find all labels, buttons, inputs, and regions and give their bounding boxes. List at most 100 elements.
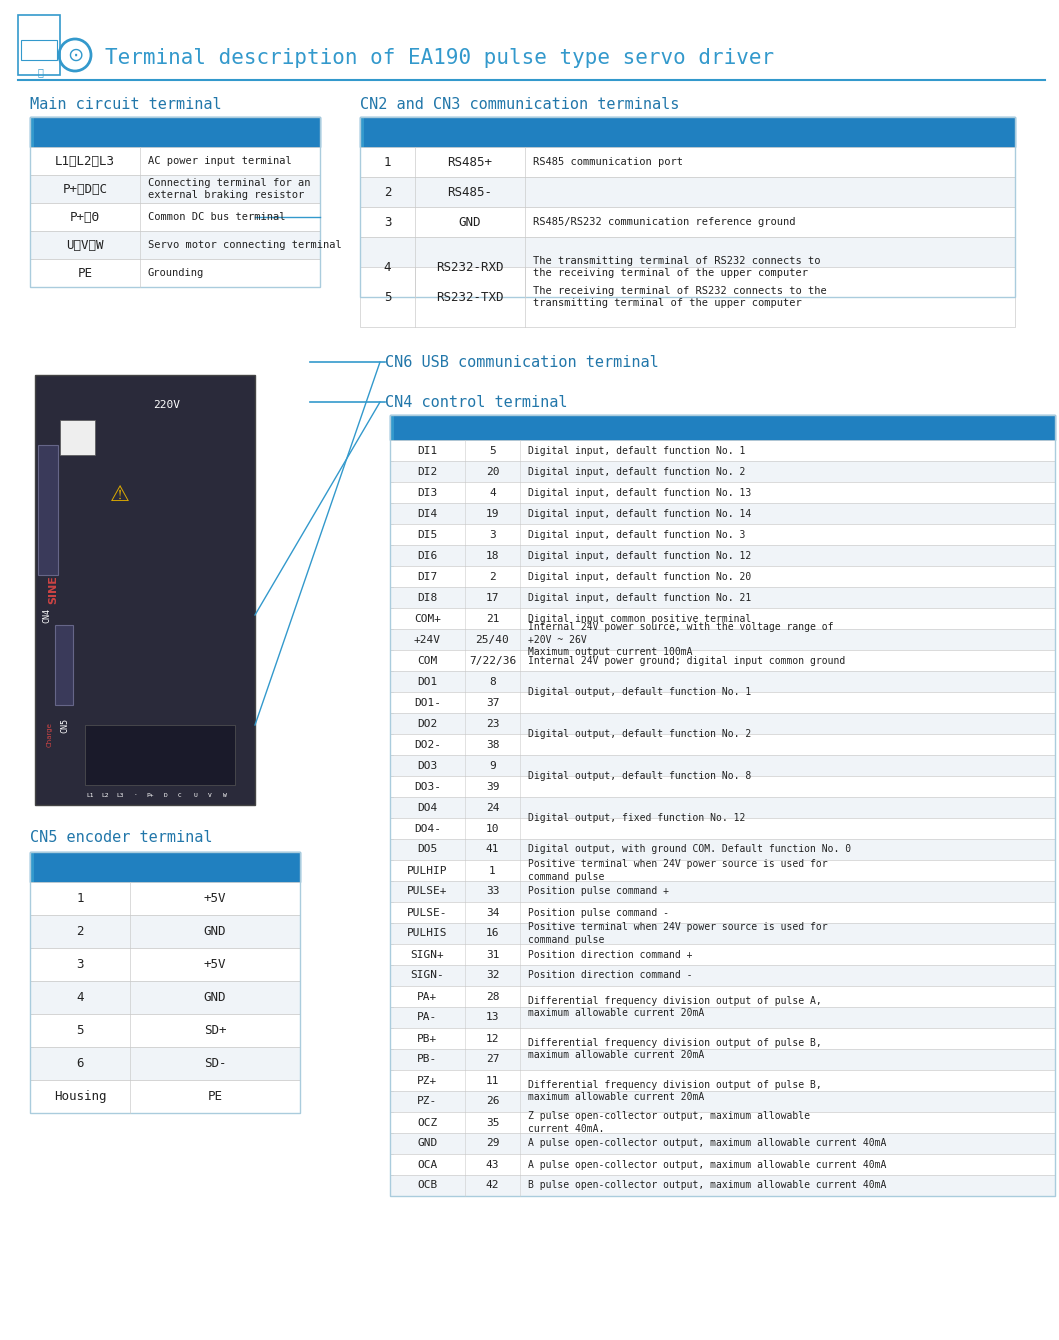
Bar xyxy=(390,880,1055,902)
Text: DI1: DI1 xyxy=(417,445,437,456)
Bar xyxy=(390,965,1055,986)
Text: PULSE+: PULSE+ xyxy=(408,887,448,896)
Text: Position direction command +: Position direction command + xyxy=(528,950,693,959)
Text: 19: 19 xyxy=(486,508,499,519)
Text: GND: GND xyxy=(203,925,227,938)
Text: DI8: DI8 xyxy=(417,592,437,603)
Text: 3: 3 xyxy=(489,529,496,540)
Bar xyxy=(390,1049,1055,1071)
Bar xyxy=(360,267,1015,327)
Bar xyxy=(85,725,235,785)
Text: Charge: Charge xyxy=(47,722,53,748)
Bar xyxy=(390,415,1055,1197)
Text: L1: L1 xyxy=(86,792,94,797)
Text: P+: P+ xyxy=(146,792,154,797)
Text: 41: 41 xyxy=(486,844,499,855)
Text: CN5: CN5 xyxy=(60,717,70,733)
Text: 29: 29 xyxy=(486,1139,499,1148)
Text: Servo motor connecting terminal: Servo motor connecting terminal xyxy=(148,240,342,251)
Text: ⬜: ⬜ xyxy=(37,67,43,76)
Bar xyxy=(30,852,34,1114)
Text: 2: 2 xyxy=(76,925,84,938)
Bar xyxy=(30,852,300,1114)
Bar xyxy=(60,419,95,456)
Text: 35: 35 xyxy=(486,1118,499,1127)
Text: Differential frequency division output of pulse A,
maximum allowable current 20m: Differential frequency division output o… xyxy=(528,996,822,1018)
Text: The transmitting terminal of RS232 connects to
the receiving terminal of the upp: The transmitting terminal of RS232 conne… xyxy=(533,256,821,277)
Text: Differential frequency division output of pulse B,
maximum allowable current 20m: Differential frequency division output o… xyxy=(528,1037,822,1060)
Text: GND: GND xyxy=(203,992,227,1004)
Text: DO1-: DO1- xyxy=(414,698,441,708)
Text: PA+: PA+ xyxy=(417,992,437,1001)
Text: P+、Θ: P+、Θ xyxy=(70,210,100,224)
Bar xyxy=(360,117,1015,147)
Text: W: W xyxy=(223,792,227,797)
Bar xyxy=(390,754,1055,776)
Text: DO3: DO3 xyxy=(417,761,437,770)
Text: Differential frequency division output of pulse B,
maximum allowable current 20m: Differential frequency division output o… xyxy=(528,1080,822,1103)
Bar xyxy=(38,445,58,575)
Text: 6: 6 xyxy=(76,1057,84,1071)
Bar xyxy=(30,117,320,287)
Text: +24V: +24V xyxy=(414,635,441,645)
Text: GND: GND xyxy=(459,216,481,229)
Text: SIGN+: SIGN+ xyxy=(411,950,445,959)
Text: RS485 communication port: RS485 communication port xyxy=(533,157,683,168)
Text: CN4 control terminal: CN4 control terminal xyxy=(385,395,568,410)
Bar xyxy=(390,902,1055,923)
Text: Digital input, default function No. 13: Digital input, default function No. 13 xyxy=(528,488,751,497)
Bar xyxy=(360,117,1015,297)
Bar xyxy=(35,375,255,805)
Text: 28: 28 xyxy=(486,992,499,1001)
Text: 26: 26 xyxy=(486,1096,499,1107)
Text: 220V: 220V xyxy=(154,401,180,410)
Bar xyxy=(390,608,1055,628)
Text: 12: 12 xyxy=(486,1033,499,1044)
Text: PZ+: PZ+ xyxy=(417,1076,437,1085)
Text: Digital input, default function No. 14: Digital input, default function No. 14 xyxy=(528,508,751,519)
Bar xyxy=(360,147,1015,177)
Bar xyxy=(390,943,1055,965)
Bar xyxy=(390,1028,1055,1049)
Bar xyxy=(390,860,1055,880)
Text: The receiving terminal of RS232 connects to the
transmitting terminal of the upp: The receiving terminal of RS232 connects… xyxy=(533,287,827,308)
Text: 4: 4 xyxy=(383,260,391,273)
Text: OCZ: OCZ xyxy=(417,1118,437,1127)
Bar xyxy=(30,1047,300,1080)
Text: Z pulse open-collector output, maximum allowable
current 40mA.: Z pulse open-collector output, maximum a… xyxy=(528,1111,810,1134)
Text: 1: 1 xyxy=(76,892,84,905)
Bar xyxy=(30,147,320,176)
Bar xyxy=(30,947,300,981)
Text: 21: 21 xyxy=(486,614,499,623)
Text: SINE: SINE xyxy=(48,576,58,604)
Text: 20: 20 xyxy=(486,466,499,477)
Text: SIGN-: SIGN- xyxy=(411,970,445,981)
Bar xyxy=(390,817,1055,839)
Text: 8: 8 xyxy=(489,677,496,686)
Text: CN6 USB communication terminal: CN6 USB communication terminal xyxy=(385,355,659,370)
Text: Position direction command -: Position direction command - xyxy=(528,970,693,981)
Bar xyxy=(390,545,1055,565)
Text: GND: GND xyxy=(417,1139,437,1148)
Bar xyxy=(30,1014,300,1047)
Bar xyxy=(390,482,1055,502)
Text: 38: 38 xyxy=(486,740,499,749)
Text: DI3: DI3 xyxy=(417,488,437,497)
Text: DO2: DO2 xyxy=(417,718,437,729)
Text: 17: 17 xyxy=(486,592,499,603)
Bar xyxy=(390,461,1055,482)
Bar xyxy=(390,691,1055,713)
Text: Digital input common positive terminal: Digital input common positive terminal xyxy=(528,614,751,623)
Text: Digital input, default function No. 3: Digital input, default function No. 3 xyxy=(528,529,746,540)
Text: 37: 37 xyxy=(486,698,499,708)
Bar xyxy=(390,797,1055,817)
Bar xyxy=(21,40,57,60)
Text: 9: 9 xyxy=(489,761,496,770)
Text: 43: 43 xyxy=(486,1159,499,1170)
Text: Grounding: Grounding xyxy=(148,268,204,277)
Text: A pulse open-collector output, maximum allowable current 40mA: A pulse open-collector output, maximum a… xyxy=(528,1159,886,1170)
Bar xyxy=(390,524,1055,545)
Text: PA-: PA- xyxy=(417,1013,437,1022)
Text: V: V xyxy=(209,792,212,797)
Text: Digital input, default function No. 12: Digital input, default function No. 12 xyxy=(528,551,751,560)
